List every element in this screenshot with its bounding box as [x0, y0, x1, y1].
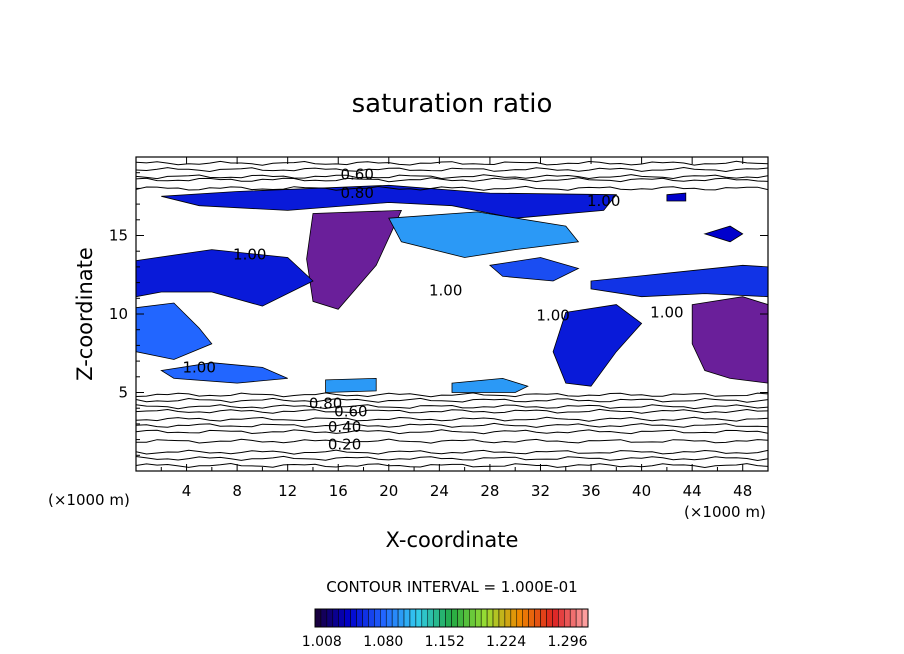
- colorbar-swatch: [475, 609, 481, 627]
- colorbar-swatch: [362, 609, 368, 627]
- colorbar-swatch: [380, 609, 386, 627]
- colorbar-swatch: [576, 609, 582, 627]
- colorbar-swatch: [315, 609, 321, 627]
- colorbar-swatch: [339, 609, 345, 627]
- contour-interval-text: CONTOUR INTERVAL = 1.000E-01: [326, 578, 577, 596]
- x-tick-label-6: 28: [480, 482, 499, 500]
- colorbar-swatch: [499, 609, 505, 627]
- colorbar-swatch: [404, 609, 410, 627]
- colorbar-swatch: [523, 609, 529, 627]
- colorbar-swatch: [416, 609, 422, 627]
- chart-title: saturation ratio: [352, 89, 553, 119]
- colorbar-swatch: [511, 609, 517, 627]
- colorbar-swatch: [564, 609, 570, 627]
- colorbar-tick-labels: 1.008 1.080 1.152 1.224 1.296: [302, 634, 588, 650]
- x-tick-label-11: 48: [733, 482, 752, 500]
- colorbar-swatch: [345, 609, 351, 627]
- colorbar-swatch: [333, 609, 339, 627]
- colorbar-swatch: [357, 609, 363, 627]
- x-axis-unit-right: (×1000 m): [684, 503, 766, 521]
- colorbar-swatch: [541, 609, 547, 627]
- colorbar-swatch: [546, 609, 552, 627]
- colorbar-tick-label-1: 1.080: [363, 634, 403, 650]
- colorbar-swatch: [374, 609, 380, 627]
- contour-label-2: 1.00: [587, 192, 620, 210]
- x-tick-label-2: 12: [278, 482, 297, 500]
- colorbar: [315, 609, 588, 627]
- colorbar-tick-label-2: 1.152: [425, 634, 465, 650]
- contour-label-10: 0.40: [328, 418, 361, 436]
- colorbar-swatch: [469, 609, 475, 627]
- colorbar-swatch: [558, 609, 564, 627]
- contour-label-7: 1.00: [182, 358, 215, 376]
- x-tick-label-9: 40: [632, 482, 651, 500]
- colorbar-swatch: [517, 609, 523, 627]
- x-tick-label-0: 4: [182, 482, 192, 500]
- colorbar-swatch: [505, 609, 511, 627]
- contour-label-6: 1.00: [650, 303, 683, 321]
- contour-label-11: 0.20: [328, 435, 361, 453]
- colorbar-swatch: [552, 609, 558, 627]
- x-tick-label-8: 36: [581, 482, 600, 500]
- colorbar-swatch: [457, 609, 463, 627]
- contour-label-0: 0.60: [340, 165, 373, 183]
- contour-label-5: 1.00: [536, 307, 569, 325]
- colorbar-swatch: [398, 609, 404, 627]
- supersaturated-region-8: [326, 378, 377, 392]
- colorbar-swatch: [440, 609, 446, 627]
- x-tick-label-3: 16: [329, 482, 348, 500]
- colorbar-swatch: [529, 609, 535, 627]
- colorbar-swatch: [446, 609, 452, 627]
- contour-label-3: 1.00: [233, 245, 266, 263]
- x-tick-label-1: 8: [232, 482, 242, 500]
- x-tick-label-4: 20: [379, 482, 398, 500]
- colorbar-tick-label-4: 1.296: [547, 634, 587, 650]
- colorbar-swatch: [321, 609, 327, 627]
- y-tick-label-2: 15: [109, 227, 128, 245]
- colorbar-swatch: [452, 609, 458, 627]
- colorbar-swatch: [410, 609, 416, 627]
- contour-label-1: 0.80: [340, 184, 373, 202]
- colorbar-swatch: [463, 609, 469, 627]
- colorbar-swatch: [428, 609, 434, 627]
- x-tick-label-10: 44: [683, 482, 702, 500]
- colorbar-swatch: [368, 609, 374, 627]
- x-axis-unit-left: (×1000 m): [48, 491, 130, 509]
- colorbar-swatch: [570, 609, 576, 627]
- y-axis-label: Z-coordinate: [73, 247, 97, 381]
- colorbar-swatch: [487, 609, 493, 627]
- y-tick-label-0: 5: [118, 384, 128, 402]
- colorbar-tick-label-3: 1.224: [486, 634, 526, 650]
- x-tick-label-5: 24: [430, 482, 449, 500]
- colorbar-swatch: [392, 609, 398, 627]
- colorbar-swatch: [386, 609, 392, 627]
- y-tick-label-1: 10: [109, 305, 128, 323]
- colorbar-swatch: [351, 609, 357, 627]
- colorbar-swatch: [422, 609, 428, 627]
- supersaturated-region-13: [667, 193, 686, 201]
- colorbar-swatch: [535, 609, 541, 627]
- colorbar-swatch: [327, 609, 333, 627]
- x-axis-label: X-coordinate: [386, 528, 519, 552]
- colorbar-swatch: [493, 609, 499, 627]
- colorbar-swatch: [481, 609, 487, 627]
- x-tick-label-7: 32: [531, 482, 550, 500]
- colorbar-swatch: [434, 609, 440, 627]
- colorbar-tick-label-0: 1.008: [302, 634, 342, 650]
- contour-label-4: 1.00: [429, 281, 462, 299]
- colorbar-swatch: [582, 609, 588, 627]
